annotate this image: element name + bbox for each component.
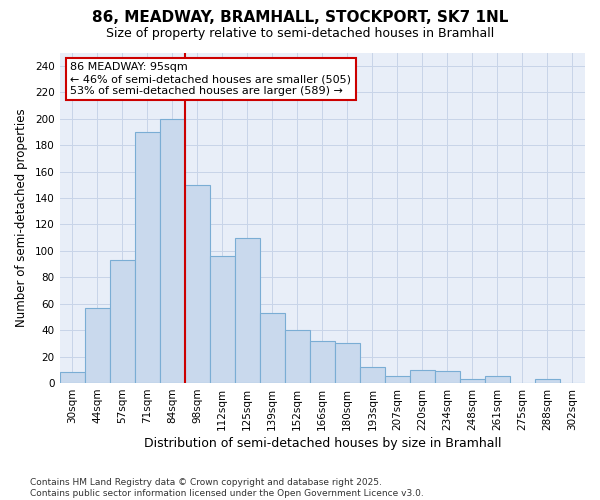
Bar [310, 341, 335, 383]
Bar [285, 330, 310, 383]
Text: Contains HM Land Registry data © Crown copyright and database right 2025.
Contai: Contains HM Land Registry data © Crown c… [30, 478, 424, 498]
Bar [110, 260, 134, 383]
Bar [385, 376, 410, 383]
Y-axis label: Number of semi-detached properties: Number of semi-detached properties [15, 108, 28, 327]
Bar [410, 370, 435, 383]
Bar [134, 132, 160, 383]
Bar [485, 376, 510, 383]
Bar [535, 379, 560, 383]
Bar [209, 256, 235, 383]
Text: Size of property relative to semi-detached houses in Bramhall: Size of property relative to semi-detach… [106, 28, 494, 40]
Bar [360, 367, 385, 383]
Bar [59, 372, 85, 383]
Bar [235, 238, 260, 383]
Bar [260, 313, 285, 383]
Text: 86 MEADWAY: 95sqm
← 46% of semi-detached houses are smaller (505)
53% of semi-de: 86 MEADWAY: 95sqm ← 46% of semi-detached… [70, 62, 351, 96]
Bar [460, 379, 485, 383]
X-axis label: Distribution of semi-detached houses by size in Bramhall: Distribution of semi-detached houses by … [143, 437, 501, 450]
Bar [435, 371, 460, 383]
Text: 86, MEADWAY, BRAMHALL, STOCKPORT, SK7 1NL: 86, MEADWAY, BRAMHALL, STOCKPORT, SK7 1N… [92, 10, 508, 25]
Bar [160, 118, 185, 383]
Bar [85, 308, 110, 383]
Bar [185, 184, 209, 383]
Bar [335, 344, 360, 383]
